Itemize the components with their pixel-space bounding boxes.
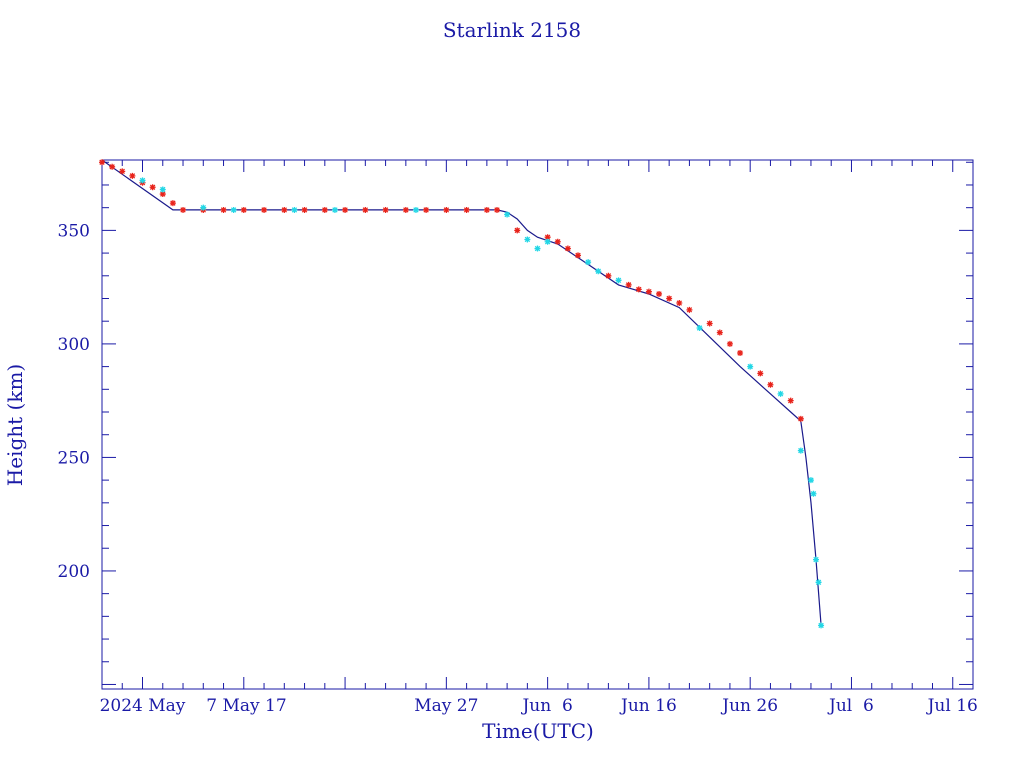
data-point — [504, 211, 511, 218]
data-point — [159, 186, 166, 193]
data-point — [615, 277, 622, 284]
x-tick-label: Jul 6 — [827, 696, 874, 716]
data-point — [483, 206, 490, 213]
series-1-markers — [139, 177, 825, 629]
x-tick-label: Jul 16 — [926, 696, 978, 716]
data-point — [261, 206, 268, 213]
x-tick-label: Jun 6 — [520, 696, 572, 716]
data-point — [281, 206, 288, 213]
data-point — [534, 245, 541, 252]
data-point — [544, 234, 551, 241]
data-point — [129, 172, 136, 179]
data-point — [220, 206, 227, 213]
data-point — [382, 206, 389, 213]
data-point — [747, 363, 754, 370]
data-point — [412, 206, 419, 213]
y-tick-label: 300 — [58, 335, 90, 355]
data-point — [139, 177, 146, 184]
data-point — [362, 206, 369, 213]
data-point — [169, 200, 176, 207]
data-point — [524, 236, 531, 243]
data-point — [666, 295, 673, 302]
data-point — [656, 290, 663, 297]
data-point — [686, 306, 693, 313]
y-tick-label: 350 — [58, 221, 90, 241]
data-point — [787, 397, 794, 404]
data-point — [200, 204, 207, 211]
data-point — [595, 268, 602, 275]
data-point — [342, 206, 349, 213]
axis-ticks: 2024 May 7 May 17 May 27 Jun 6 Jun 16 Jun 26… — [58, 160, 978, 716]
data-point — [813, 556, 820, 563]
x-tick-label: 7 May 17 — [201, 696, 287, 716]
trajectory-line — [101, 159, 822, 626]
data-point — [810, 490, 817, 497]
y-tick-label: 200 — [58, 562, 90, 582]
data-point — [767, 381, 774, 388]
data-point — [696, 325, 703, 332]
data-point — [301, 206, 308, 213]
chart-title: Starlink 2158 — [443, 18, 581, 42]
data-point — [230, 206, 237, 213]
data-point — [797, 415, 804, 422]
y-tick-label: 250 — [58, 448, 90, 468]
data-point — [585, 259, 592, 266]
data-point — [737, 349, 744, 356]
data-point — [818, 622, 825, 629]
data-point — [180, 206, 187, 213]
data-point — [564, 245, 571, 252]
data-point — [119, 168, 126, 175]
data-point — [159, 191, 166, 198]
data-point — [463, 206, 470, 213]
data-point — [514, 227, 521, 234]
data-point — [291, 206, 298, 213]
data-point — [797, 447, 804, 454]
data-point — [575, 252, 582, 259]
data-point — [544, 238, 551, 245]
data-point — [815, 579, 822, 586]
observation-markers — [99, 159, 825, 629]
data-point — [99, 159, 105, 166]
data-point — [493, 206, 500, 213]
data-point — [716, 329, 723, 336]
data-point — [605, 272, 612, 279]
data-point — [554, 238, 561, 245]
data-point — [109, 163, 116, 170]
data-point — [807, 477, 814, 484]
data-point — [321, 206, 328, 213]
data-point — [706, 320, 713, 327]
trajectory-polyline — [101, 159, 822, 626]
data-point — [423, 206, 430, 213]
data-point — [726, 340, 733, 347]
series-0-markers — [99, 159, 804, 422]
data-point — [635, 286, 642, 293]
data-point — [625, 281, 632, 288]
x-axis-label: Time(UTC) — [482, 719, 594, 743]
data-point — [331, 206, 338, 213]
data-point — [402, 206, 409, 213]
plot-frame — [101, 159, 974, 690]
y-axis-label: Height (km) — [3, 364, 27, 486]
x-tick-label: 2024 May — [100, 696, 186, 716]
x-tick-label: Jun 26 — [720, 696, 778, 716]
data-point — [777, 390, 784, 397]
data-point — [676, 300, 683, 307]
data-point — [645, 288, 652, 295]
x-tick-label: Jun 16 — [619, 696, 677, 716]
data-point — [757, 370, 764, 377]
data-point — [443, 206, 450, 213]
x-tick-label: May 27 — [414, 696, 478, 716]
data-point — [149, 184, 156, 191]
data-point — [240, 206, 247, 213]
